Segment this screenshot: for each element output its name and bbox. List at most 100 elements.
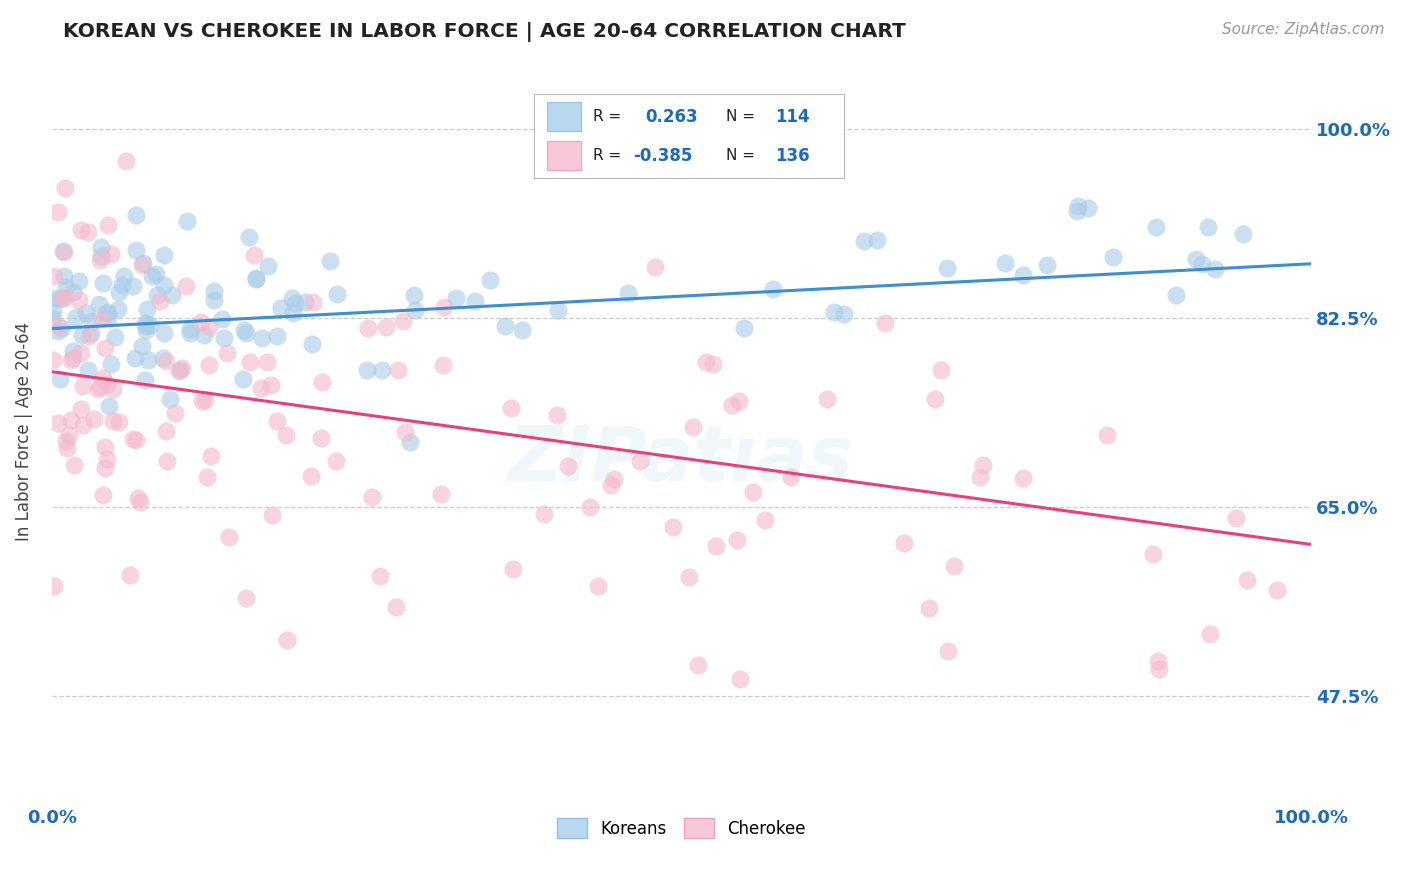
Point <box>259 378 281 392</box>
Text: Source: ZipAtlas.com: Source: ZipAtlas.com <box>1222 22 1385 37</box>
Point <box>174 279 197 293</box>
Point <box>235 326 257 340</box>
Point <box>165 406 187 420</box>
Point <box>464 293 486 308</box>
Point <box>159 392 181 407</box>
Point <box>586 579 609 593</box>
Point <box>62 458 84 473</box>
Text: ZIPatıas: ZIPatıas <box>509 424 855 498</box>
Point <box>404 303 426 318</box>
Point <box>1036 258 1059 272</box>
Point <box>242 248 264 262</box>
Point <box>262 508 284 522</box>
Point <box>60 413 83 427</box>
Point <box>87 382 110 396</box>
Point <box>91 276 114 290</box>
Point <box>728 393 751 408</box>
Point <box>69 293 91 307</box>
Point <box>429 486 451 500</box>
Point <box>754 513 776 527</box>
Point <box>266 414 288 428</box>
Point <box>817 392 839 407</box>
Y-axis label: In Labor Force | Age 20-64: In Labor Force | Age 20-64 <box>15 321 32 541</box>
Text: N =: N = <box>725 148 755 163</box>
Point <box>994 256 1017 270</box>
Point <box>494 319 516 334</box>
Point <box>299 469 322 483</box>
Point <box>49 292 72 306</box>
Point <box>53 181 76 195</box>
Point <box>91 488 114 502</box>
Point <box>176 214 198 228</box>
Point <box>733 321 755 335</box>
Point <box>628 454 651 468</box>
Point <box>852 234 875 248</box>
Text: 0.263: 0.263 <box>645 108 699 126</box>
Point <box>197 358 219 372</box>
Point <box>294 294 316 309</box>
Point <box>728 673 751 687</box>
Point <box>135 319 157 334</box>
Point <box>600 478 623 492</box>
Point <box>721 398 744 412</box>
Point <box>893 536 915 550</box>
Point <box>218 529 240 543</box>
Point <box>1197 220 1219 235</box>
Point <box>357 321 380 335</box>
Point <box>875 317 897 331</box>
Point <box>112 268 135 283</box>
Point <box>42 578 65 592</box>
Point <box>72 418 94 433</box>
Point <box>832 307 855 321</box>
Point <box>44 269 66 284</box>
Point <box>94 461 117 475</box>
Point <box>62 343 84 358</box>
Point <box>250 331 273 345</box>
Point <box>91 312 114 326</box>
Point <box>134 316 156 330</box>
Point <box>942 558 965 573</box>
Point <box>136 301 159 316</box>
Point <box>972 458 994 473</box>
Point <box>644 260 666 274</box>
Point <box>319 254 342 268</box>
Point <box>104 330 127 344</box>
Point <box>131 258 153 272</box>
Point <box>124 434 146 448</box>
Text: N =: N = <box>725 109 755 124</box>
Point <box>394 425 416 439</box>
FancyBboxPatch shape <box>547 103 581 131</box>
Point <box>103 414 125 428</box>
Point <box>935 261 957 276</box>
Point <box>46 319 69 334</box>
Point <box>546 408 568 422</box>
Point <box>125 208 148 222</box>
Point <box>89 380 111 394</box>
Point <box>325 454 347 468</box>
Point <box>94 341 117 355</box>
Point <box>256 354 278 368</box>
Point <box>90 240 112 254</box>
Point <box>533 507 555 521</box>
Point <box>90 249 112 263</box>
Point <box>131 256 153 270</box>
Point <box>1185 252 1208 267</box>
Point <box>42 352 65 367</box>
Point <box>284 296 307 310</box>
Point <box>1144 219 1167 234</box>
Point <box>238 230 260 244</box>
Point <box>256 259 278 273</box>
Point <box>107 285 129 299</box>
Point <box>302 295 325 310</box>
Point <box>197 319 219 334</box>
Point <box>96 452 118 467</box>
Point <box>120 568 142 582</box>
Point <box>686 658 709 673</box>
Point <box>94 306 117 320</box>
Point <box>392 314 415 328</box>
Point <box>281 291 304 305</box>
Point <box>190 315 212 329</box>
Text: KOREAN VS CHEROKEE IN LABOR FORCE | AGE 20-64 CORRELATION CHART: KOREAN VS CHEROKEE IN LABOR FORCE | AGE … <box>63 22 905 42</box>
Point <box>60 352 83 367</box>
Point <box>1146 654 1168 668</box>
